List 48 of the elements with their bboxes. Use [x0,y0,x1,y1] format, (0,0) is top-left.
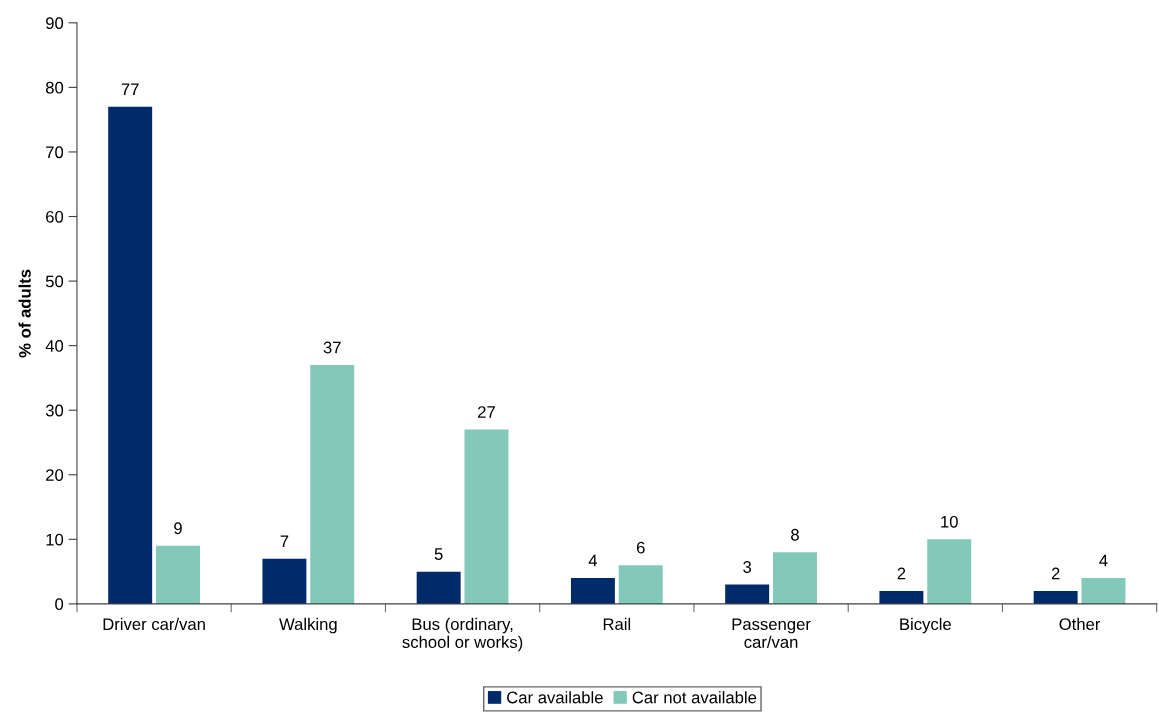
x-tick-label: Passenger car/van [732,618,811,648]
data-label: 9 [174,522,182,535]
bar [156,545,200,604]
data-label: 4 [1099,554,1108,567]
x-tick-label: Bicycle [900,617,951,634]
legend-label: Car available [507,691,603,704]
data-label: 2 [1051,567,1060,580]
y-tick-label: 10 [46,533,64,546]
bar [927,539,972,604]
bar [618,565,663,604]
x-tick-label: Other [1059,617,1101,631]
bar [310,365,355,604]
bar [879,591,924,604]
data-label: 3 [743,561,752,573]
data-label: 2 [897,567,906,580]
x-tick-label: Driver car/van [103,617,205,631]
bar [570,578,615,604]
bar [262,558,307,604]
legend-label: Car not available [632,691,757,704]
y-axis-title: % of adults [18,269,31,358]
bar [416,571,461,604]
data-label: 7 [280,535,289,547]
x-tick-label: Rail [603,617,631,631]
bar [725,584,770,604]
x-tick-label: Walking [279,617,337,634]
data-label: 8 [791,528,799,541]
y-tick-label: 60 [46,210,64,223]
y-tick-label: 90 [46,17,64,30]
y-tick-label: 80 [45,81,64,94]
y-tick-label: 50 [45,275,64,288]
x-tick-label: Bus (ordinary, school or works) [402,617,523,652]
y-tick-label: 20 [46,469,64,481]
bar [1033,591,1078,604]
data-label: 5 [434,548,443,560]
data-label: 77 [121,83,139,95]
bar [464,429,509,604]
y-tick-label: 0 [55,598,64,611]
data-label: 6 [636,541,645,554]
bar [108,106,153,604]
bar [1081,578,1126,604]
data-label: 4 [588,554,598,567]
y-tick-label: 30 [45,404,64,417]
data-label: 27 [478,406,495,418]
y-tick-label: 40 [45,340,64,352]
data-label: 37 [323,341,341,354]
bar [772,552,817,604]
y-tick-label: 70 [46,146,64,159]
data-label: 10 [941,515,958,528]
